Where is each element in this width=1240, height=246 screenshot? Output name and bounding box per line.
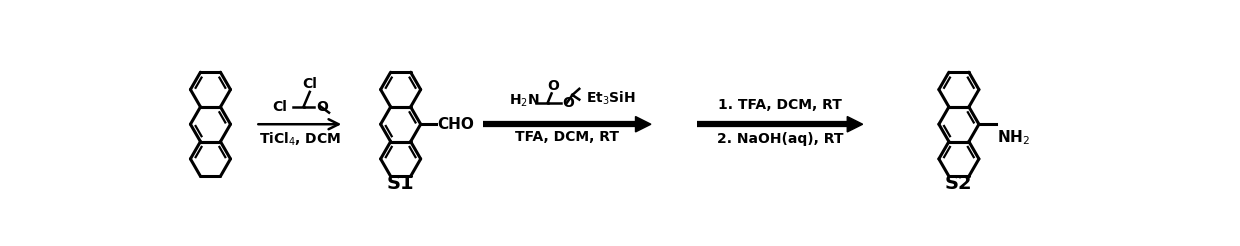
Text: 2. NaOH(aq), RT: 2. NaOH(aq), RT bbox=[717, 132, 843, 146]
Text: O: O bbox=[316, 100, 327, 113]
Text: NH$_2$: NH$_2$ bbox=[997, 128, 1030, 147]
Text: O: O bbox=[547, 79, 559, 93]
Text: CHO: CHO bbox=[438, 117, 475, 132]
Text: Cl: Cl bbox=[303, 77, 317, 91]
Text: H$_2$N: H$_2$N bbox=[510, 92, 539, 109]
Text: S2: S2 bbox=[945, 174, 972, 193]
Text: Et$_3$SiH: Et$_3$SiH bbox=[587, 90, 636, 107]
Text: O: O bbox=[563, 96, 574, 110]
Text: TFA, DCM, RT: TFA, DCM, RT bbox=[515, 130, 619, 144]
Text: S1: S1 bbox=[387, 174, 414, 193]
Text: TiCl$_4$, DCM: TiCl$_4$, DCM bbox=[259, 130, 341, 148]
Polygon shape bbox=[847, 117, 863, 132]
Polygon shape bbox=[635, 117, 651, 132]
Text: 1. TFA, DCM, RT: 1. TFA, DCM, RT bbox=[718, 98, 842, 112]
Text: Cl: Cl bbox=[272, 100, 286, 113]
